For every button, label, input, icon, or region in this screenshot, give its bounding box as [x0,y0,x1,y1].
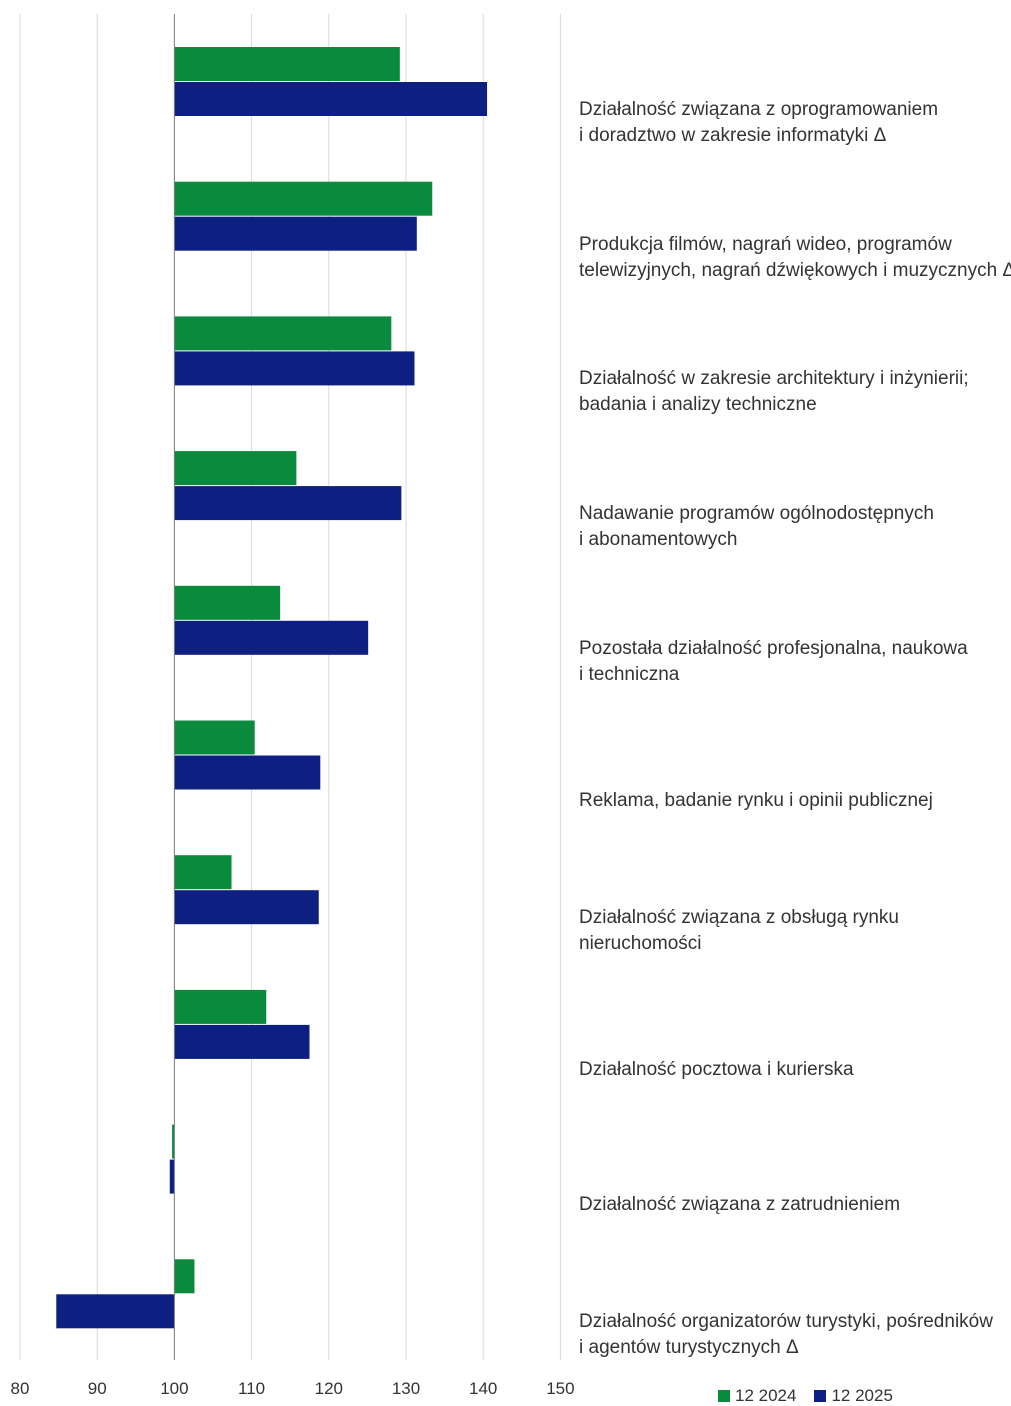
category-label-line: i techniczna [579,663,680,685]
category-label-line: Reklama, badanie rynku i opinii publiczn… [579,789,933,811]
category-label-line: i abonamentowych [579,529,738,551]
category-label-line: Nadawanie programów ogólnodostępnych [579,503,934,525]
bar-12-2025-cat-1 [174,82,488,116]
category-label-2: Produkcja filmów, nagrań wideo, programó… [579,232,1011,284]
legend-label-2024: 12 2024 [735,1386,797,1405]
x-tick-label-150: 150 [546,1379,574,1398]
category-label-line: Produkcja filmów, nagrań wideo, programó… [579,233,952,255]
legend-item-2025: 12 2025 [814,1386,893,1406]
bar-12-2025-cat-4 [174,486,402,521]
category-label-line: i doradztwo w zakresie informatyki Δ [579,125,887,146]
bar-12-2024-cat-10 [174,1259,195,1294]
category-label-line: nieruchomości [579,933,702,955]
bar-12-2025-cat-10 [56,1294,175,1329]
category-label-line: telewizyjnych, nagrań dźwiękowych i muzy… [579,259,1011,281]
category-label-line: Działalność związana z obsługą rynku [579,907,899,929]
category-label-line: badania i analizy techniczne [579,394,817,416]
category-label-7: Działalność związana z obsługą rynku nier… [579,905,1009,957]
grid-lines [19,14,561,1360]
x-tick-label-90: 90 [88,1379,107,1398]
category-label-line: Pozostała działalność profesjonalna, nau… [579,637,968,659]
x-tick-label-110: 110 [238,1379,265,1398]
bar-12-2024-cat-7 [174,855,232,890]
category-label-6: Reklama, badanie rynku i opinii publiczn… [579,788,1009,814]
bar-12-2025-cat-8 [174,1024,310,1059]
bar-12-2024-cat-1 [174,47,400,81]
bar-12-2024-cat-8 [174,989,267,1024]
category-label-line: Działalność związana z oprogramowaniem [579,99,939,120]
bar-12-2024-cat-5 [174,585,281,620]
category-label-line: i agentów turystycznych Δ [579,1337,799,1359]
x-tick-labels: 80 90 100 110 120 130 140 150 [11,1379,575,1398]
bar-12-2025-cat-3 [174,351,415,386]
bar-12-2025-cat-5 [174,620,369,655]
x-tick-label-140: 140 [469,1379,497,1398]
category-label-line: Działalność w zakresie architektury i in… [579,368,969,390]
category-label-line: Działalność związana z zatrudnieniem [579,1193,901,1215]
legend-swatch-2024 [718,1390,730,1402]
x-tick-label-100: 100 [160,1379,188,1398]
bar-12-2025-cat-9 [169,1159,175,1194]
bar-12-2024-cat-9 [172,1124,175,1159]
category-label-8: Działalność pocztowa i kurierska [579,1057,1009,1083]
category-label-line: Działalność pocztowa i kurierska [579,1058,854,1080]
legend-swatch-2025 [814,1390,827,1402]
bar-12-2024-cat-6 [174,720,255,755]
legend-label-2025: 12 2025 [831,1386,893,1405]
category-label-10: Działalność organizatorów turystyki, poś… [579,1309,1009,1361]
bar-12-2024-cat-3 [174,316,392,351]
bar-12-2024-cat-2 [174,181,433,216]
legend: 12 2024 12 2025 [718,1386,893,1406]
bar-12-2025-cat-2 [174,216,417,251]
bar-12-2025-cat-7 [174,890,319,925]
category-label-4: Nadawanie programów ogólnodostępnych i ab… [579,501,1009,553]
x-tick-label-120: 120 [315,1379,343,1398]
category-label-9: Działalność związana z zatrudnieniem [579,1192,1009,1218]
category-label-line: Działalność organizatorów turystyki, poś… [579,1311,993,1333]
category-label-3: Działalność w zakresie architektury i in… [579,366,1009,418]
legend-item-2024: 12 2024 [718,1386,796,1406]
bar-12-2025-cat-6 [174,755,321,790]
bars [56,47,488,1329]
x-tick-label-130: 130 [392,1379,420,1398]
bar-12-2024-cat-4 [174,451,297,486]
x-tick-label-80: 80 [11,1379,30,1398]
category-label-5: Pozostała działalność profesjonalna, nau… [579,636,1009,688]
category-label-1: Działalność związana z oprogramowaniem i … [579,97,1009,149]
